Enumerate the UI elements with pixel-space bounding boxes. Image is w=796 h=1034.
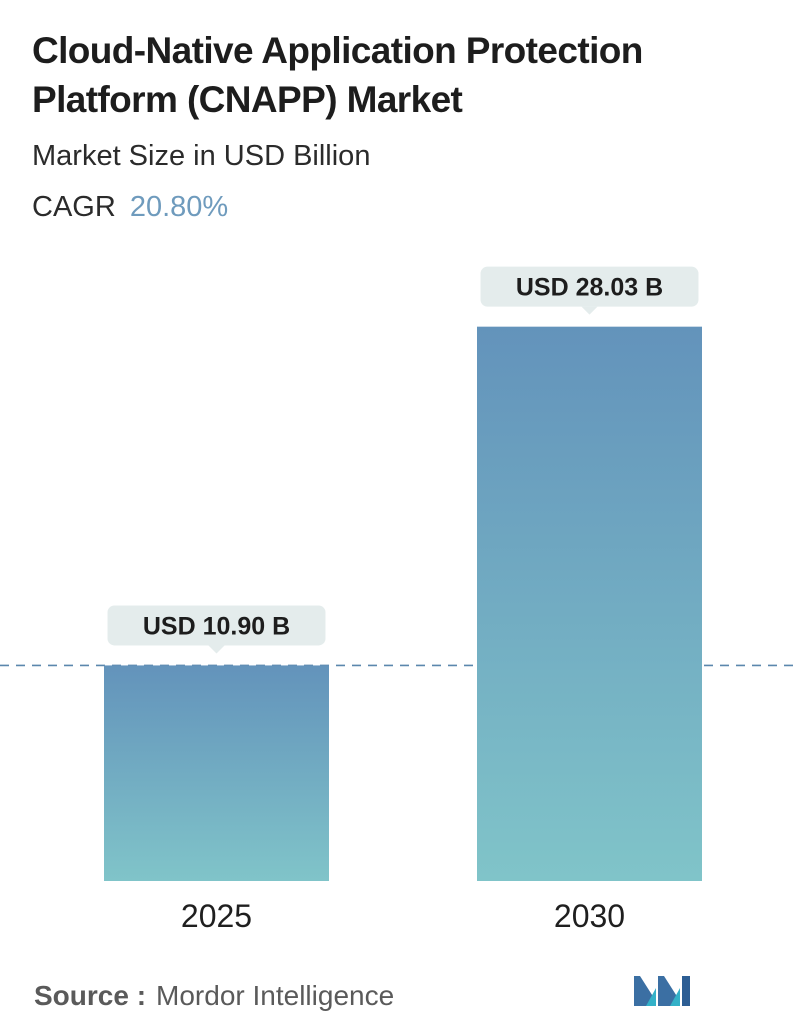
cagr-label: CAGR — [32, 191, 116, 223]
bar-2030 — [477, 326, 702, 881]
source-line: Source : Mordor Intelligence — [34, 978, 394, 1014]
source-label: Source : — [34, 980, 147, 1011]
data-label-2030: USD 28.03 B — [480, 266, 699, 315]
data-label-text: USD 10.90 B — [143, 612, 290, 640]
x-axis-tick-labels: 2025 2030 — [181, 898, 625, 934]
chart-title: Cloud-Native Application Protection Plat… — [32, 30, 643, 120]
data-label-box — [107, 605, 326, 646]
data-label-2025: USD 10.90 B — [107, 605, 326, 654]
chart-subtitle: Market Size in USD Billion — [32, 140, 371, 172]
data-label-pointer — [208, 645, 225, 654]
x-tick-label-2025: 2025 — [181, 898, 252, 934]
data-label-text: USD 28.03 B — [516, 274, 663, 302]
data-labels-layer: USD 10.90 B USD 28.03 B — [107, 266, 699, 654]
data-label-pointer — [581, 306, 598, 315]
source-name: Mordor Intelligence — [156, 980, 395, 1011]
mordor-intelligence-logo-icon — [634, 976, 690, 1006]
cagr-value: 20.80% — [129, 191, 229, 223]
data-label-box — [480, 266, 699, 307]
cagr-line: CAGR 20.80% — [32, 189, 228, 225]
bar-chart: USD 10.90 B USD 28.03 B 2025 2030 — [0, 266, 796, 934]
bars-layer — [104, 326, 702, 881]
bar-2025 — [104, 665, 329, 881]
x-tick-label-2030: 2030 — [554, 898, 625, 934]
